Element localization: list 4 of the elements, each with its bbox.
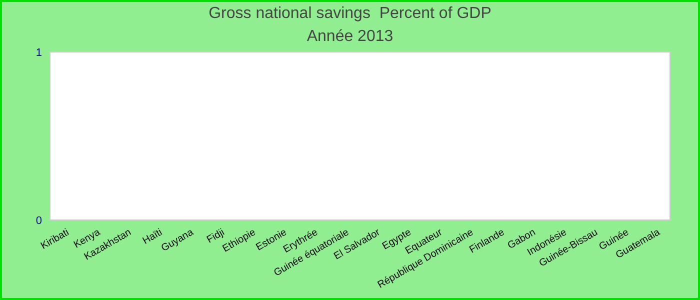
chart-subtitle: Année 2013 bbox=[306, 28, 394, 46]
y-tick-label: 1 bbox=[36, 46, 42, 59]
chart-title: Gross national savings Percent of GDP bbox=[208, 5, 492, 23]
y-tick-label: 0 bbox=[36, 214, 42, 227]
